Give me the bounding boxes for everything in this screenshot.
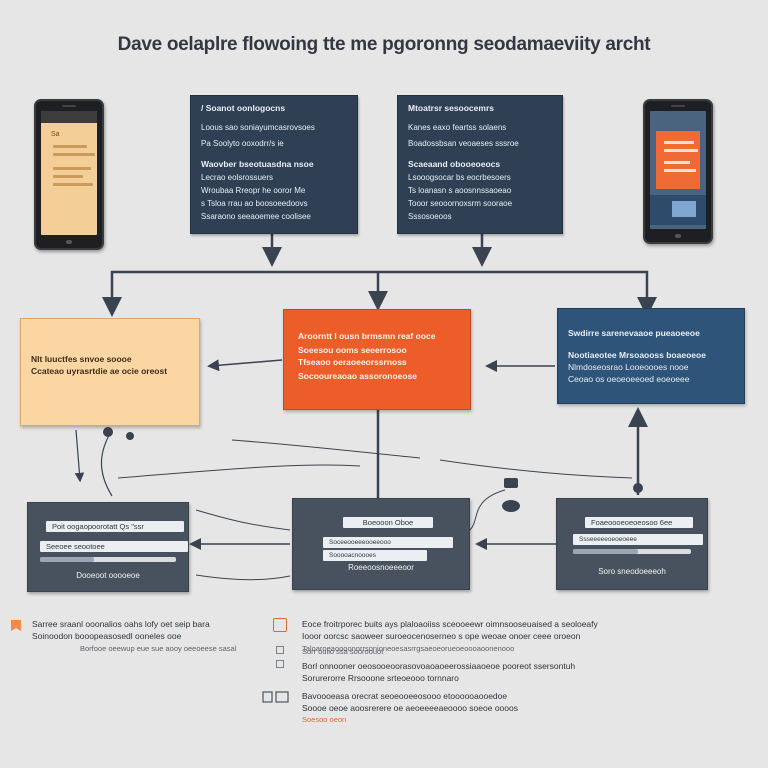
panel-left-field[interactable]: Poit oogaopoorotatt Qs "ssr	[46, 521, 184, 532]
note-right-subitem: Lsooogsocar bs eocrbesoers	[408, 173, 511, 182]
legend-right-line: Bavoooeasa orecrat seoeooeeosooo etooooo…	[302, 691, 508, 701]
note-right-subitem: Tooor seooornoxsrm sooraoe	[408, 199, 513, 208]
phone-right	[643, 99, 713, 244]
note-right-heading: Mtoatrsr sesoocemrs	[408, 103, 494, 113]
panel-left-caption: Dooeoot ooooeoe	[76, 571, 140, 580]
panel-center-field[interactable]: Boeooon Oboe	[343, 517, 433, 528]
legend-left-icon	[10, 618, 22, 634]
note-left-subitem: Lecrao eolsrossuers	[201, 173, 274, 182]
note-box-left: / Soanot oonlogocns Loous sao soniayumca…	[190, 95, 358, 234]
panel-center-field[interactable]: Soceeooeeeooeeooo	[323, 537, 453, 548]
middle-box-left: Nlt luuctfes snvoe soooe Ccateao uyrasrt…	[20, 318, 200, 426]
middle-left-line: Ccateao uyrasrtdie ae ocie oreost	[31, 366, 168, 376]
panel-left: Poit oogaopoorotatt Qs "ssr Seeoee seoot…	[27, 502, 189, 592]
note-left-subitem: Wroubaa Rreopr he ooror Me	[201, 186, 306, 195]
legend-block-icon	[262, 690, 290, 704]
note-right-subitem: Ts loanasn s aoosnnssaoeao	[408, 186, 512, 195]
middle-right-line: Nootiaeotee Mrsoaooss boaeoeoe	[568, 350, 706, 360]
note-right-subheading: Scaeaand obooeoeocs	[408, 159, 501, 169]
note-left-heading: / Soanot oonlogocns	[201, 103, 286, 113]
legend-right-line: Eoce froitrporec buits ays plaloaoiiss s…	[302, 619, 598, 629]
panel-left-field[interactable]: Seeoee seootoee	[40, 541, 188, 552]
legend-left-line: Soinoodon booopeasosedl ooneles ooe	[32, 631, 182, 641]
middle-center-heading: Aroorntt l ousn brmsmn reaf ooce	[298, 331, 436, 341]
panel-center-field[interactable]: Sooooacnoooes	[323, 550, 427, 561]
phone-left-screen: Sa	[41, 111, 97, 235]
legend-tag: Soesoo oeon	[302, 715, 347, 724]
phone-left-screen-label: Sa	[51, 131, 60, 138]
note-left-item: Loous sao soniayumcasrovsoes	[201, 123, 315, 132]
panel-center-caption: Roeeoosnoeeeoor	[348, 563, 414, 572]
panel-left-slider[interactable]	[40, 557, 176, 562]
panel-right-caption: Soro sneodoeeeoh	[598, 567, 666, 576]
legend-right-line: Iooor oorcsc saoweer suroeocenoserneo s …	[302, 631, 581, 641]
note-left-subheading: Waovber bseotuasdna nsoe	[201, 159, 314, 169]
middle-box-right: Swdirre sarenevaaoe pueaoeeoe Nootiaeote…	[557, 308, 745, 404]
middle-center-line: Soeesou ooms seeerrosoo	[298, 345, 407, 355]
legend-right-line: Sorr ouiio ssa sooroouot	[302, 647, 384, 656]
legend-square-icon	[276, 646, 284, 654]
legend-right-line: Soooe oeoe aoosrerere oe aeoeeeeaeoooo s…	[302, 703, 518, 713]
middle-left-line: Nlt luuctfes snvoe soooe	[31, 354, 132, 364]
middle-right-heading: Swdirre sarenevaaoe pueaoeeoe	[568, 328, 700, 338]
middle-center-line: Socooureaoao assoronoeose	[298, 371, 418, 381]
legend-left-line: Sarree sraanl ooonalios oahs lofy oet se…	[32, 619, 210, 629]
legend-right-line: Taloaroeaoooonorrsonioneoesasrrgsaeoeoru…	[302, 644, 515, 653]
panel-right-field[interactable]: Foaeoooeoeoeosoo 6ee	[585, 517, 693, 528]
middle-box-center: Aroorntt l ousn brmsmn reaf ooce Soeesou…	[283, 309, 471, 410]
note-left-subitem: Ssaraono seeaoemee coolisee	[201, 212, 311, 221]
connector-bus	[110, 270, 649, 308]
panel-center: Boeooon Oboe Soceeooeeeooeeooo Sooooacno…	[292, 498, 470, 590]
diagram-title: Dave oelaplre flowoing tte me pgoronng s…	[117, 34, 651, 55]
note-right-subitem: Sssosoeoos	[408, 212, 452, 221]
panel-right-slider[interactable]	[573, 549, 691, 554]
note-right-item: Kanes eaxo feartss solaens	[408, 123, 507, 132]
legend-square-icon	[276, 660, 284, 668]
legend-right-line: Borl onnooner oeosooeoorasovoaoaoeerossi…	[302, 661, 576, 671]
middle-center-line: Tfseaoo oeraoeeorssrnoss	[298, 357, 407, 367]
legend-right-icon	[273, 618, 287, 632]
middle-right-line: Nlmdoseosrao Looeoooes nooe	[568, 362, 689, 372]
middle-right-line: Ceoao os oeoeoeeoed eoeoeee	[568, 374, 690, 384]
note-box-right: Mtoatrsr sesoocemrs Kanes eaxo feartss s…	[397, 95, 563, 234]
phone-right-screen	[650, 111, 706, 229]
panel-right: Foaeoooeoeoeosoo 6ee Ssseeeeeoeoeoeee So…	[556, 498, 708, 590]
note-left-subitem: s Tsloa rrau ao boosoeedoovs	[201, 199, 308, 208]
note-right-item: Boadossbsan veoaeses sssroe	[408, 139, 519, 148]
legend-left-line: Borfooe oeewup eue sue aooy oeeoeese sas…	[80, 644, 237, 653]
panel-right-field[interactable]: Ssseeeeeoeoeoeee	[573, 534, 703, 545]
note-left-item: Pa Soolyto ooxodrr/s ie	[201, 139, 284, 148]
phone-left: Sa	[34, 99, 104, 250]
legend-right-line: Sorurerorre Rrsooone srteoeooo tornnaro	[302, 673, 459, 683]
